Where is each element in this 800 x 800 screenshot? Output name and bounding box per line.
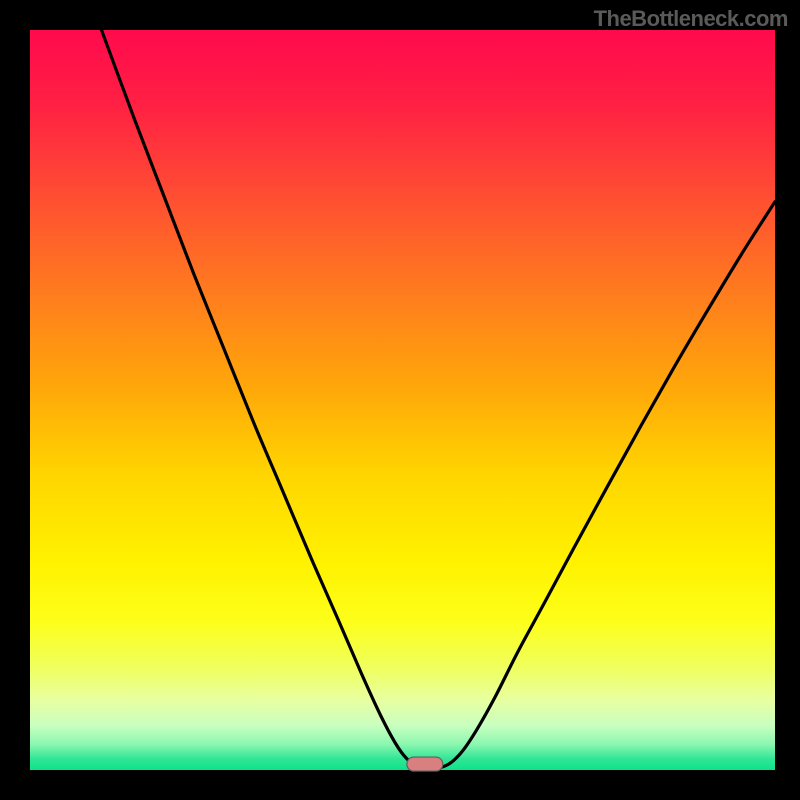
minimum-marker xyxy=(407,757,443,771)
chart-container: TheBottleneck.com xyxy=(0,0,800,800)
watermark-text: TheBottleneck.com xyxy=(594,6,788,32)
bottleneck-chart xyxy=(0,0,800,800)
